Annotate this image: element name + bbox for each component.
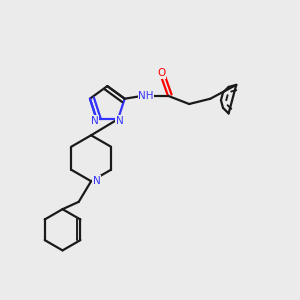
Text: N: N <box>91 116 99 126</box>
Text: O: O <box>157 68 166 78</box>
Text: N: N <box>116 116 124 126</box>
Text: N: N <box>92 176 100 186</box>
Text: NH: NH <box>138 91 154 101</box>
